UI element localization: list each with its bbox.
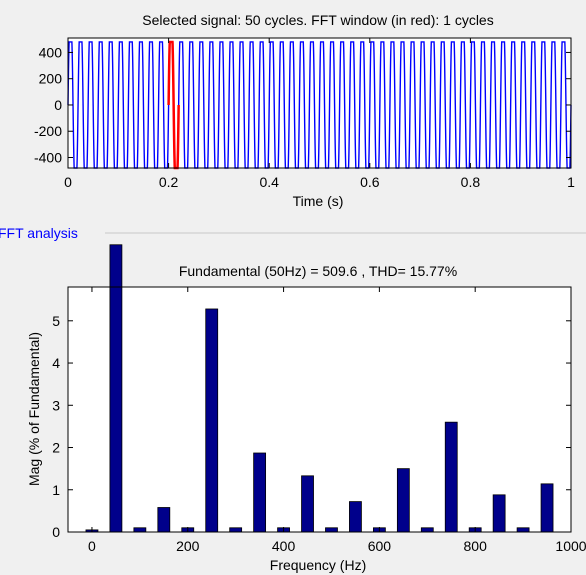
top-x-tick-label: 0.8 <box>461 174 481 190</box>
top-x-tick-label: 0.6 <box>360 174 380 190</box>
fft-bar <box>229 527 243 533</box>
top-x-tick-label: 1 <box>567 174 575 190</box>
fft-bar <box>444 421 458 533</box>
fft-x-tick-label: 800 <box>464 538 488 554</box>
fft-x-axis-label: Frequency (Hz) <box>270 557 366 573</box>
fft-bar <box>205 308 219 533</box>
top-y-tick-label: -200 <box>34 123 62 139</box>
fft-bar <box>420 527 434 533</box>
fft-bar <box>109 244 123 533</box>
fft-plot-title: Fundamental (50Hz) = 509.6 , THD= 15.77% <box>179 263 457 279</box>
fft-plot-frame <box>67 286 572 533</box>
top-y-tick-label: -400 <box>34 149 62 165</box>
top-y-tick-label: 0 <box>54 97 62 113</box>
top-plot-title: Selected signal: 50 cycles. FFT window (… <box>142 12 493 28</box>
top-x-axis: 0 0.2 0.4 0.6 0.8 1 <box>64 38 575 190</box>
fft-y-tick-label: 0 <box>52 524 60 540</box>
fft-x-tick-label: 1000 <box>555 538 586 554</box>
fft-y-tick-label: 2 <box>52 440 60 456</box>
fft-plot-area <box>68 287 571 532</box>
top-y-tick-label: 200 <box>39 71 63 87</box>
fft-y-axis: 0 1 2 3 4 5 <box>52 313 571 540</box>
fft-bar <box>396 468 410 533</box>
fft-y-tick-label: 3 <box>52 397 60 413</box>
fft-bar <box>349 501 362 533</box>
fft-group-label: FFT analysis <box>0 225 78 241</box>
top-y-axis: 400 200 0 -200 -400 <box>34 44 571 165</box>
top-x-tick-label: 0 <box>64 174 72 190</box>
fft-y-tick-label: 5 <box>52 313 60 329</box>
fft-bar <box>492 494 506 533</box>
fft-y-tick-label: 1 <box>52 482 60 498</box>
top-y-tick-label: 400 <box>39 44 63 60</box>
top-x-tick-label: 0.4 <box>259 174 279 190</box>
fft-bar <box>133 527 147 533</box>
top-plot-frame <box>67 37 572 169</box>
fft-bar <box>253 452 267 533</box>
fft-y-axis-label: Mag (% of Fundamental) <box>26 332 42 486</box>
fft-x-tick-label: 0 <box>88 538 96 554</box>
fft-bar <box>301 475 314 533</box>
fft-bar <box>157 507 171 533</box>
fft-x-tick-label: 200 <box>176 538 200 554</box>
fft-bar <box>540 483 554 533</box>
top-signal-group <box>67 41 572 169</box>
fft-bar <box>516 527 530 533</box>
fft-bar <box>325 527 338 533</box>
fft-x-axis: 0 200 400 600 800 1000 <box>88 287 586 554</box>
fft-x-tick-label: 600 <box>368 538 392 554</box>
fft-x-tick-label: 400 <box>272 538 296 554</box>
signal-line <box>67 41 572 169</box>
fft-y-tick-label: 4 <box>52 355 60 371</box>
top-x-axis-label: Time (s) <box>293 193 344 209</box>
top-x-tick-label: 0.2 <box>159 174 179 190</box>
